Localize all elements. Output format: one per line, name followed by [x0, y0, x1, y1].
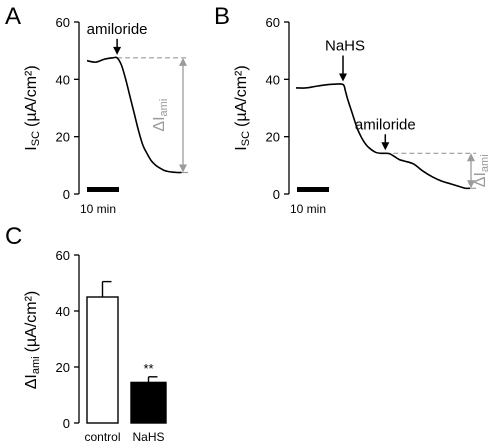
significance-marker: ** [143, 361, 153, 376]
delta-isc-annotation: ΔIami [117, 57, 188, 174]
y-tick-label: 20 [56, 360, 70, 375]
y-tick-label: 20 [56, 130, 70, 145]
y-tick-label: 20 [266, 130, 280, 145]
delta-label-main: ΔI [472, 172, 489, 187]
delta-label-sub: ami [158, 99, 170, 117]
y-tick-label: 60 [266, 15, 280, 30]
delta-arrow-down [179, 164, 187, 173]
time-scale-bar: 10 min [290, 187, 329, 216]
annotation-label: amiloride [355, 116, 416, 133]
delta-arrow-up [467, 153, 475, 162]
panel-c: C 0 20 40 60 ΔIami (µA/cm²) ** control NaHS [5, 223, 167, 444]
annotation-arrow-head [113, 46, 122, 55]
x-tick-labels: control NaHS [84, 430, 164, 444]
delta-label: ΔIami [472, 154, 491, 187]
y-axis-label: ISC (µA/cm²) [233, 65, 252, 150]
x-tick-label: control [84, 430, 120, 444]
y-axis-title: ΔIami (µA/cm²) [23, 291, 42, 390]
delta-label-main: ΔI [151, 116, 168, 131]
bar-control [86, 296, 119, 424]
y-label-main: ΔI [23, 374, 40, 389]
delta-label: ΔIami [151, 99, 170, 132]
trace-line [295, 83, 470, 190]
y-label-unit: (µA/cm²) [23, 291, 40, 353]
annotation-arrow-head [339, 73, 347, 82]
y-tick-label: 0 [273, 187, 280, 202]
y-axis: 0 20 40 60 [266, 15, 290, 202]
y-label-unit: (µA/cm²) [233, 65, 250, 127]
y-axis-label: ISC (µA/cm²) [23, 65, 42, 150]
y-tick-label: 0 [63, 187, 70, 202]
panel-letter-a: A [5, 3, 21, 30]
annotation-label: amiloride [87, 21, 148, 38]
delta-label-sub: ami [479, 154, 491, 172]
y-label-sub: SC [240, 131, 252, 146]
y-tick-label: 40 [56, 304, 70, 319]
y-label-sub: ami [30, 356, 42, 374]
bars: ** [86, 280, 167, 424]
y-tick-label: 60 [56, 15, 70, 30]
y-label-unit: (µA/cm²) [23, 65, 40, 127]
y-axis: 0 20 40 60 [56, 15, 80, 202]
panel-letter-b: B [214, 3, 230, 30]
x-tick-label: NaHS [132, 430, 164, 444]
y-axis-title: ISC (µA/cm²) [233, 65, 252, 150]
scale-bar-label: 10 min [290, 202, 326, 216]
delta-arrow-down [467, 180, 475, 189]
delta-arrow-up [179, 57, 187, 66]
scale-bar [297, 187, 329, 192]
delta-isc-annotation: ΔIami [385, 152, 491, 189]
y-tick-label: 40 [56, 72, 70, 87]
panel-a: A 0 20 40 60 ISC (µA/cm²) ΔIami amiloride 10… [5, 3, 188, 216]
drug-annotations: amiloride [87, 21, 148, 55]
y-axis: 0 20 40 60 [56, 248, 80, 431]
y-label-main: I [23, 146, 40, 150]
scale-bar-label: 10 min [80, 202, 116, 216]
time-scale-bar: 10 min [80, 187, 119, 216]
trace-line [86, 56, 182, 174]
y-label-sub: SC [30, 131, 42, 146]
drug-annotations: NaHS amiloride [325, 37, 416, 151]
panel-letter-c: C [5, 223, 22, 250]
scale-bar [87, 187, 119, 192]
y-axis-label: ΔIami (µA/cm²) [23, 291, 42, 390]
y-axis-title: ISC (µA/cm²) [23, 65, 42, 150]
bar-nahs [130, 381, 167, 424]
y-tick-label: 40 [266, 72, 280, 87]
y-tick-label: 60 [56, 248, 70, 263]
panel-b: B 0 20 40 60 ISC (µA/cm²) ΔIami NaHS amilorid… [214, 3, 491, 216]
y-tick-label: 0 [63, 416, 70, 431]
annotation-label: NaHS [325, 37, 365, 54]
annotation-arrow-head [381, 142, 390, 151]
y-label-main: I [233, 146, 250, 150]
